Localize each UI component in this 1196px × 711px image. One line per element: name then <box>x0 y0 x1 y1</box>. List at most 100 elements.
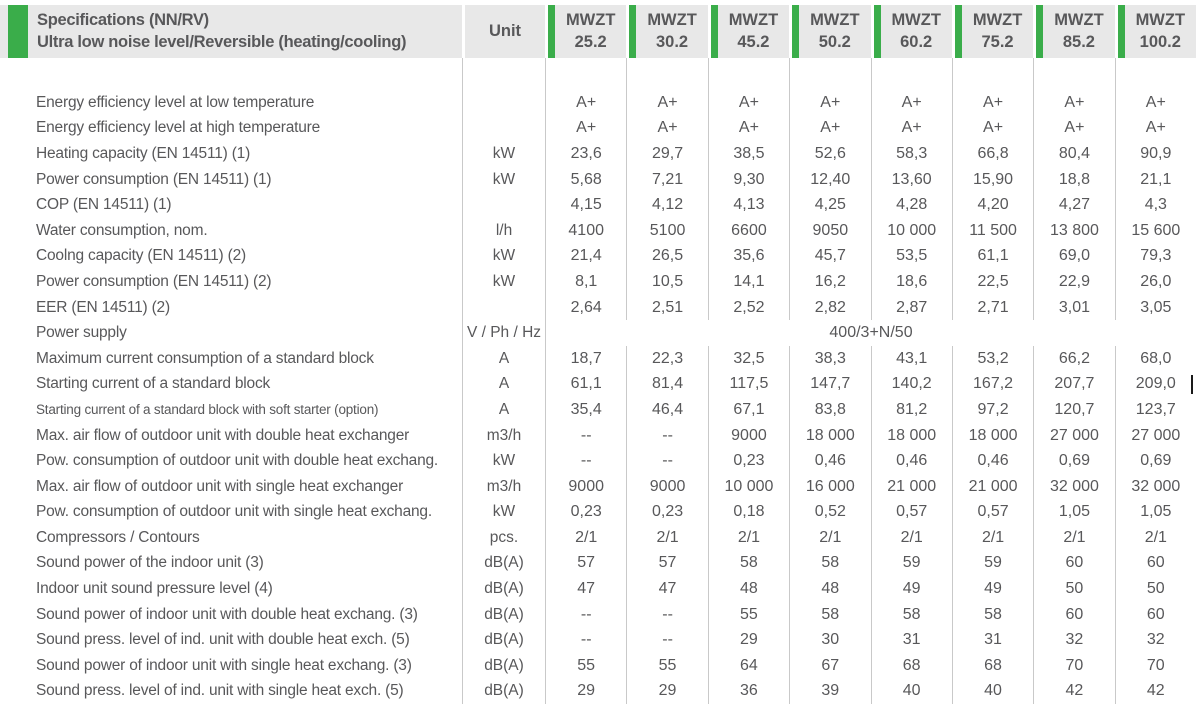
row-label: Maximum current consumption of a standar… <box>36 349 374 367</box>
value-cell: 5,68 <box>545 166 626 193</box>
value-text: 48 <box>740 580 758 598</box>
model-column-header: MWZT 30.2 <box>629 5 708 58</box>
value-cell: 3,01 <box>1033 294 1114 321</box>
value-cell: 2,71 <box>951 294 1033 321</box>
value-text: -- <box>580 631 592 649</box>
value-cell: 18 000 <box>870 422 952 449</box>
value-cell: 3,05 <box>1114 294 1196 321</box>
value-cell: 29 <box>626 678 707 705</box>
value-cell: -- <box>626 422 707 449</box>
value-text: 16,2 <box>814 272 846 290</box>
model-name: MWZT <box>891 11 941 30</box>
value-cell: 4,3 <box>1114 192 1196 218</box>
value-cell: 9050 <box>789 217 870 244</box>
value-text: 18,8 <box>1058 170 1090 188</box>
value-text: A+ <box>1064 93 1085 111</box>
value-text: 35,6 <box>733 247 765 265</box>
value-cell: 26,5 <box>626 243 707 270</box>
value-cell: 80,4 <box>1033 141 1114 167</box>
value-cell: 40 <box>951 678 1033 705</box>
value-text: 2,51 <box>651 298 684 316</box>
value-text: 123,7 <box>1135 400 1176 418</box>
value-cell: 9000 <box>545 473 626 500</box>
table-rows: Energy efficiency level at low temperatu… <box>0 90 1196 705</box>
value-text: 80,4 <box>1058 144 1090 162</box>
value-cell: 58 <box>789 601 870 628</box>
value-cell: 2,82 <box>789 294 870 321</box>
value-text: 52,6 <box>814 144 846 162</box>
value-text: 13 800 <box>1049 221 1099 239</box>
value-cell: 64 <box>707 653 789 679</box>
value-cell: 13 800 <box>1033 217 1114 244</box>
value-cell: 0,46 <box>789 448 870 474</box>
value-text: 10 000 <box>724 477 774 495</box>
unit-column-header: Unit <box>465 5 545 58</box>
value-text: 90,9 <box>1140 144 1172 162</box>
value-text: -- <box>662 605 673 623</box>
value-text: A+ <box>738 119 759 137</box>
value-cell: 27 000 <box>1114 422 1196 449</box>
value-cell: 117,5 <box>707 371 789 398</box>
value-text: A+ <box>1145 119 1166 137</box>
table-row: Sound press. level of ind. unit with dou… <box>0 627 1196 654</box>
value-text: 18,7 <box>570 349 602 367</box>
value-cell: 32 000 <box>1114 473 1196 500</box>
value-text: 10,5 <box>651 272 684 290</box>
value-text: 207,7 <box>1054 375 1095 393</box>
row-label: COP (EN 14511) (1) <box>36 196 172 214</box>
model-name: MWZT <box>1135 11 1186 30</box>
value-text: 5,68 <box>570 170 602 188</box>
value-text: A+ <box>901 119 922 137</box>
value-cell: 61,1 <box>545 371 626 398</box>
value-text: 4,15 <box>570 196 602 214</box>
value-text: 0,46 <box>896 452 928 470</box>
table-row: Heating capacity (EN 14511) (1) kW 23,6 29,… <box>0 141 1196 167</box>
value-text: A+ <box>576 119 597 137</box>
row-unit: kW <box>462 243 545 270</box>
value-cell: 58 <box>870 601 952 628</box>
gap-value-cell <box>1114 58 1196 90</box>
value-cell: A+ <box>626 90 707 116</box>
model-column-header: MWZT 75.2 <box>954 5 1034 58</box>
row-unit: A <box>462 397 545 423</box>
value-cell: 97,2 <box>951 397 1033 423</box>
value-text: 3,05 <box>1140 298 1172 316</box>
value-text: 53,5 <box>896 247 928 265</box>
value-text: A+ <box>983 93 1004 111</box>
row-label: Sound press. level of ind. unit with dou… <box>36 631 410 649</box>
value-text: 2/1 <box>900 528 923 546</box>
value-cell: 57 <box>626 550 707 577</box>
value-text: 0,52 <box>814 503 846 521</box>
value-text: 21 000 <box>968 477 1018 495</box>
row-label: Sound press. level of ind. unit with sin… <box>36 682 404 700</box>
value-cell: A+ <box>707 90 789 116</box>
row-unit: pcs. <box>462 525 545 551</box>
value-text: 68 <box>902 656 921 674</box>
text-caret[interactable] <box>1191 374 1193 395</box>
table-row: Max. air flow of outdoor unit with singl… <box>0 473 1196 500</box>
value-text: 0,69 <box>1140 452 1172 470</box>
row-unit: A <box>462 345 545 372</box>
value-cell: 47 <box>626 576 707 602</box>
value-cell: A+ <box>707 115 789 142</box>
table-row: Starting current of a standard block A 61,… <box>0 371 1196 398</box>
value-cell: 70 <box>1033 653 1114 679</box>
row-label: Sound power of the indoor unit (3) <box>36 554 264 572</box>
value-cell: 47 <box>545 576 626 602</box>
value-text: 0,46 <box>814 452 846 470</box>
value-text: 22,9 <box>1058 272 1090 290</box>
value-text: 61,1 <box>977 247 1009 265</box>
row-unit: kW <box>462 448 545 474</box>
value-text: 40 <box>984 682 1002 700</box>
value-text: 23,6 <box>570 144 602 162</box>
value-text: 60 <box>1065 554 1084 572</box>
value-cell: 2,64 <box>545 294 626 321</box>
value-text: 66,8 <box>977 144 1009 162</box>
value-cell: 83,8 <box>789 397 870 423</box>
value-cell: 140,2 <box>870 371 952 398</box>
value-cell: 21 000 <box>951 473 1033 500</box>
value-cell: 27 000 <box>1033 422 1114 449</box>
model-size: 50.2 <box>818 32 851 51</box>
value-text: 2/1 <box>981 528 1005 546</box>
value-text: A+ <box>820 93 841 111</box>
